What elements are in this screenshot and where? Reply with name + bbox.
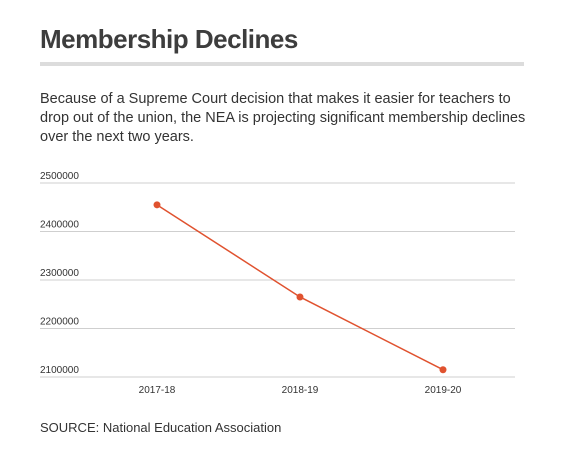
x-tick-label: 2018-19 [282,385,319,396]
y-tick-label: 2200000 [40,317,79,328]
series-line-group [156,204,444,371]
y-tick-label: 2100000 [40,365,79,376]
y-tick-label: 2500000 [40,171,79,182]
chart-title: Membership Declines [40,24,298,54]
data-point[interactable] [439,366,447,374]
data-point[interactable] [153,201,161,209]
y-tick-label: 2300000 [40,268,79,279]
x-tick-label: 2017-18 [139,385,176,396]
x-tick-label: 2019-20 [425,385,462,396]
chart-subtitle: Because of a Supreme Court decision that… [40,91,526,145]
data-points [153,201,447,374]
x-tick-labels: 2017-18 2018-19 2019-20 [139,385,462,396]
y-tick-labels: 2100000 2200000 2300000 2400000 2500000 [40,171,79,376]
gridlines [40,182,515,378]
y-tick-label: 2400000 [40,220,79,231]
data-point[interactable] [296,293,304,301]
source-note: SOURCE: National Education Association [40,420,282,435]
series-line [156,204,444,371]
title-underline [40,62,524,66]
